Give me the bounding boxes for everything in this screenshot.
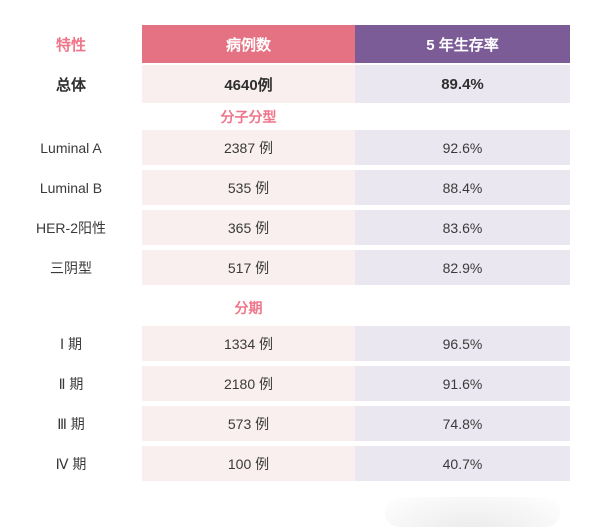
section-header-stage: 分期 xyxy=(0,290,570,326)
row-label-cell: Ⅳ 期 xyxy=(55,455,87,472)
section-header-molecular-subtype: 分子分型 xyxy=(0,103,570,130)
table-row: Luminal B 535 例 88.4% xyxy=(0,170,570,205)
table-header-row: 特性 病例数 5 年生存率 xyxy=(0,25,570,63)
cases-cell: 100 例 xyxy=(142,446,355,481)
survival-cell: 96.5% xyxy=(355,326,570,361)
survival-cell: 40.7% xyxy=(355,446,570,481)
table-row: Ⅳ 期 100 例 40.7% xyxy=(0,446,570,481)
survival-cell: 88.4% xyxy=(355,170,570,205)
bottom-edge-artifact xyxy=(385,497,560,527)
table-row: Ⅲ 期 573 例 74.8% xyxy=(0,406,570,441)
header-survival: 5 年生存率 xyxy=(355,25,570,63)
survival-cell: 83.6% xyxy=(355,210,570,245)
header-characteristic: 特性 xyxy=(55,36,86,54)
table-row: 三阴型 517 例 82.9% xyxy=(0,250,570,285)
survival-cell: 92.6% xyxy=(355,130,570,165)
survival-cell: 89.4% xyxy=(355,65,570,103)
row-label-cell: Luminal A xyxy=(40,139,102,156)
cases-cell: 573 例 xyxy=(142,406,355,441)
row-label-cell: 总体 xyxy=(55,76,86,94)
table-row: Ⅱ 期 2180 例 91.6% xyxy=(0,366,570,401)
cases-cell: 1334 例 xyxy=(142,326,355,361)
row-label-cell: Luminal B xyxy=(39,179,103,196)
cases-cell: 4640例 xyxy=(142,65,355,103)
row-label-cell: 三阴型 xyxy=(50,259,92,276)
section-title: 分子分型 xyxy=(220,108,277,125)
row-label-cell: HER-2阳性 xyxy=(35,219,106,236)
survival-cell: 74.8% xyxy=(355,406,570,441)
survival-table: 特性 病例数 5 年生存率 总体 4640例 89.4% 分子分型 Lumina… xyxy=(0,25,570,481)
cases-cell: 535 例 xyxy=(142,170,355,205)
row-label-cell: Ⅱ 期 xyxy=(58,375,84,392)
table-row-overall: 总体 4640例 89.4% xyxy=(0,65,570,103)
section-title: 分期 xyxy=(234,300,263,316)
survival-cell: 91.6% xyxy=(355,366,570,401)
cases-cell: 2387 例 xyxy=(142,130,355,165)
survival-cell: 82.9% xyxy=(355,250,570,285)
table-row: HER-2阳性 365 例 83.6% xyxy=(0,210,570,245)
row-label-cell: Ⅰ 期 xyxy=(59,335,83,352)
cases-cell: 2180 例 xyxy=(142,366,355,401)
header-cases: 病例数 xyxy=(142,25,355,63)
table-row: Ⅰ 期 1334 例 96.5% xyxy=(0,326,570,361)
cases-cell: 365 例 xyxy=(142,210,355,245)
cases-cell: 517 例 xyxy=(142,250,355,285)
row-label-cell: Ⅲ 期 xyxy=(57,415,85,432)
table-row: Luminal A 2387 例 92.6% xyxy=(0,130,570,165)
